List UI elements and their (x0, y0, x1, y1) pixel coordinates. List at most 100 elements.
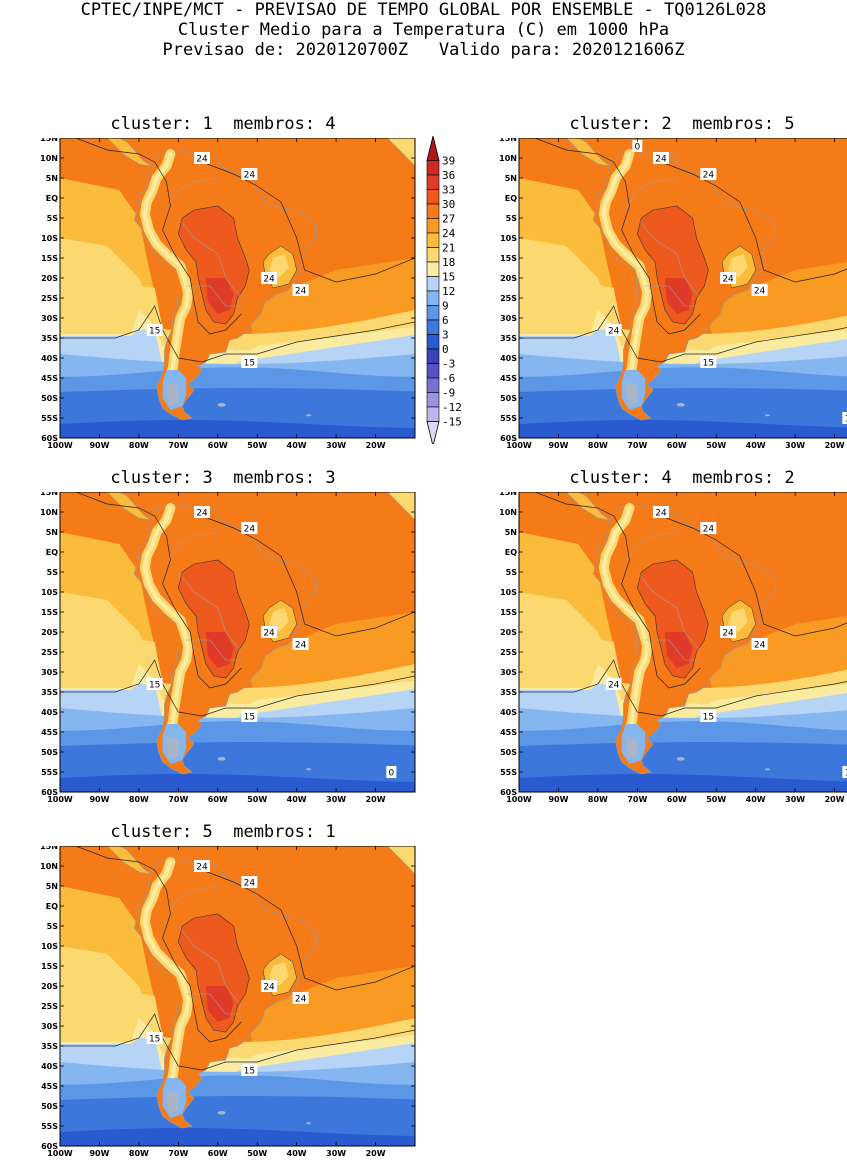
panel-title-cluster-5: cluster: 5 membros: 1 (53, 822, 393, 842)
lat-label: 55S (41, 1122, 58, 1131)
lat-label: 10S (41, 588, 58, 597)
colorbar-label: 12 (442, 285, 455, 298)
lon-label: 70W (168, 441, 188, 450)
lat-label: 25S (41, 1002, 58, 1011)
lat-label: 10S (500, 234, 517, 243)
lat-label: 10N (40, 154, 58, 163)
south-georgia (765, 414, 770, 416)
panel-title-cluster-3: cluster: 3 membros: 3 (53, 468, 393, 488)
contour-label: 24 (295, 641, 307, 651)
lon-label: 50W (247, 441, 267, 450)
lon-label: 40W (287, 441, 307, 450)
lat-label: EQ (46, 548, 58, 557)
lon-label: 70W (627, 441, 647, 450)
lon-label: 100W (506, 441, 532, 450)
colorbar-label: 24 (442, 227, 456, 240)
panel-title-cluster-4: cluster: 4 membros: 2 (512, 468, 847, 488)
contour-label: 24 (703, 171, 715, 181)
lon-label: 50W (706, 441, 726, 450)
lat-label: 25S (500, 648, 517, 657)
lon-label: 80W (588, 441, 608, 450)
colorbar-band (427, 204, 439, 219)
colorbar-band (427, 349, 439, 364)
contour-label: 24 (295, 287, 307, 297)
lon-label: 100W (506, 795, 532, 804)
contour-label: 0 (388, 769, 394, 779)
contour-label: 24 (754, 641, 766, 651)
lat-label: 25S (500, 294, 517, 303)
lon-label: 20W (825, 441, 845, 450)
colorbar-label: 15 (442, 271, 455, 284)
contour-label: 15 (149, 1035, 160, 1045)
lat-label: 5N (505, 174, 517, 183)
lat-label: 15S (500, 254, 517, 263)
colorbar-band (427, 407, 439, 422)
lon-label: 80W (129, 795, 149, 804)
falklands (677, 403, 685, 407)
south-georgia (765, 768, 770, 770)
lat-label: 10N (499, 154, 517, 163)
lat-label: 5S (47, 214, 59, 223)
lon-label: 40W (746, 795, 766, 804)
colorbar-label: 33 (442, 184, 455, 197)
lat-label: 10S (41, 234, 58, 243)
contour-label: 24 (655, 509, 667, 519)
lon-label: 50W (247, 795, 267, 804)
south-georgia (306, 1122, 311, 1124)
lat-label: EQ (505, 194, 517, 203)
colorbar-label: -15 (442, 416, 462, 429)
lat-label: 5S (506, 214, 518, 223)
lon-label: 30W (785, 795, 805, 804)
contour-label: 15 (703, 713, 714, 723)
falklands (677, 757, 685, 761)
lat-label: 25S (41, 294, 58, 303)
lon-label: 20W (366, 795, 386, 804)
lat-label: 45S (41, 728, 58, 737)
contour-label: 15 (244, 713, 255, 723)
colorbar-label: 39 (442, 155, 455, 168)
lat-label: 15N (40, 846, 58, 851)
lat-label: 15N (40, 138, 58, 143)
header-line-3: Previsao de: 2020120700Z Valido para: 20… (0, 40, 847, 60)
colorbar-band (427, 262, 439, 277)
contour-label: 15 (244, 359, 255, 369)
colorbar-label: -9 (442, 387, 455, 400)
contour-label: 0 (634, 143, 640, 153)
header-line-1: CPTEC/INPE/MCT - PREVISAO DE TEMPO GLOBA… (0, 0, 847, 20)
lat-label: 50S (41, 394, 58, 403)
contour-label: 24 (263, 983, 275, 993)
contour-label: 24 (196, 155, 208, 165)
lat-label: 50S (500, 394, 517, 403)
lat-label: 15S (41, 962, 58, 971)
lat-label: 50S (500, 748, 517, 757)
patagonia-ice (167, 736, 179, 760)
colorbar-band (427, 364, 439, 379)
lon-label: 60W (667, 795, 687, 804)
contour-label: 15 (703, 359, 714, 369)
south-georgia (306, 414, 311, 416)
panel-title-cluster-2: cluster: 2 membros: 5 (512, 114, 847, 134)
lon-label: 50W (706, 795, 726, 804)
colorbar-band (427, 219, 439, 234)
lat-label: 45S (41, 1082, 58, 1091)
lat-label: 30S (500, 314, 517, 323)
lon-label: 40W (287, 795, 307, 804)
lat-label: EQ (505, 548, 517, 557)
contour-label: 24 (263, 629, 275, 639)
lat-label: 5S (47, 568, 59, 577)
patagonia-ice (167, 382, 179, 406)
contour-label: 15 (149, 327, 160, 337)
lat-label: 35S (500, 334, 517, 343)
lon-label: 90W (548, 441, 568, 450)
lat-label: 40S (41, 354, 58, 363)
colorbar-label: 0 (442, 343, 449, 356)
falklands (218, 1111, 226, 1115)
lat-label: 15N (499, 138, 517, 143)
lat-label: 45S (41, 374, 58, 383)
lat-label: 20S (500, 274, 517, 283)
colorbar-band (427, 306, 439, 321)
lat-label: 30S (41, 668, 58, 677)
colorbar-band (427, 291, 439, 306)
